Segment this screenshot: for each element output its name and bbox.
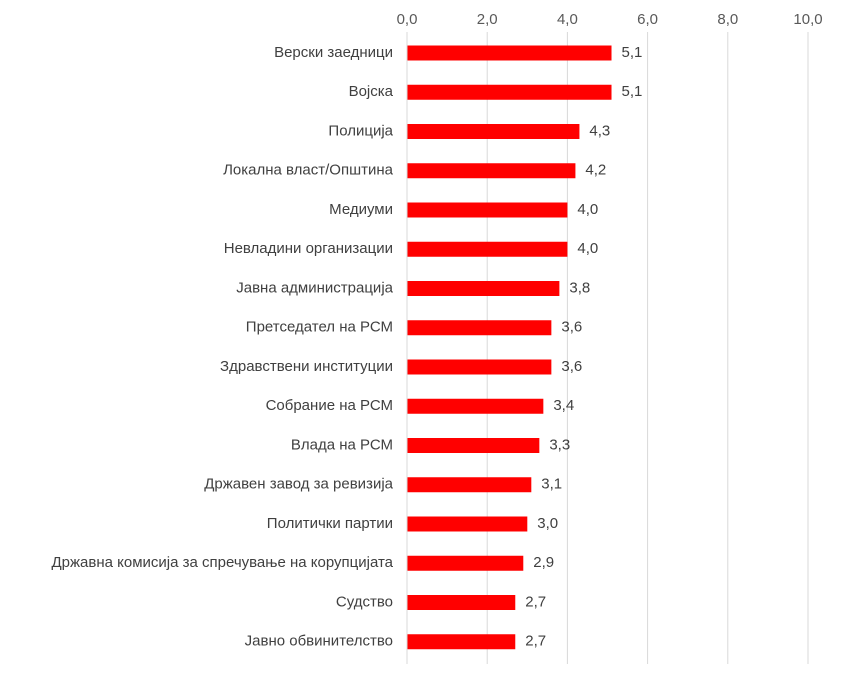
bar	[407, 202, 568, 218]
data-label: 4,3	[589, 122, 610, 139]
x-tick-label: 8,0	[717, 11, 738, 28]
bar	[407, 477, 532, 493]
data-label: 3,8	[569, 279, 590, 296]
x-tick-label: 2,0	[477, 11, 498, 28]
category-label: Државна комисија за спречување на корупц…	[52, 554, 394, 571]
bar	[407, 634, 516, 650]
category-label: Државен завод за ревизија	[204, 476, 393, 493]
bar	[407, 516, 528, 532]
bar	[407, 281, 560, 296]
category-label: Верски заедници	[274, 44, 393, 61]
data-label: 5,1	[622, 44, 643, 61]
data-label: 2,9	[533, 554, 554, 571]
data-label: 5,1	[622, 83, 643, 100]
data-label: 3,6	[561, 319, 582, 336]
category-label: Локална власт/Општина	[223, 162, 394, 179]
bar	[407, 320, 552, 336]
bar	[407, 398, 544, 414]
bar	[407, 45, 612, 61]
x-tick-label: 6,0	[637, 11, 658, 28]
bar	[407, 124, 580, 139]
category-label: Политички партии	[267, 515, 393, 532]
x-tick-label: 10,0	[793, 11, 822, 28]
category-label: Полиција	[328, 122, 393, 139]
category-label: Војска	[349, 83, 394, 100]
category-label: Влада на РСМ	[291, 436, 393, 453]
category-label: Претседател на РСМ	[246, 319, 393, 336]
data-label: 4,0	[577, 201, 598, 218]
data-label: 3,0	[537, 515, 558, 532]
data-label: 3,1	[541, 476, 562, 493]
category-label: Здравствени институции	[220, 358, 393, 375]
bar	[407, 438, 540, 453]
data-label: 3,3	[549, 436, 570, 453]
category-label: Медиуми	[329, 201, 393, 218]
category-labels: Верски заедници Војска Полиција Локална вла…	[52, 44, 394, 650]
bar	[407, 241, 568, 257]
data-label: 3,4	[553, 397, 574, 414]
category-label: Невладини организации	[224, 240, 393, 257]
data-labels: 5,1 5,1 4,3 4,2 4,0 4,0 3,8 3,6 3,6 3,4 3,3 3,1 3,0 2…	[525, 44, 642, 650]
x-axis-tick-labels: 0,0 2,0 4,0 6,0 8,0 10,0	[397, 11, 823, 28]
x-tick-label: 4,0	[557, 11, 578, 28]
bar	[407, 84, 612, 100]
bar	[407, 555, 524, 571]
category-label: Собрание на РСМ	[266, 397, 393, 414]
data-label: 4,2	[585, 162, 606, 179]
data-label: 4,0	[577, 240, 598, 257]
data-label: 2,7	[525, 633, 546, 650]
bar	[407, 359, 552, 375]
category-label: Јавна администрација	[236, 279, 393, 296]
data-label: 2,7	[525, 593, 546, 610]
x-tick-label: 0,0	[397, 11, 418, 28]
bar	[407, 595, 516, 610]
category-label: Јавно обвинителство	[245, 633, 393, 650]
bars	[407, 45, 612, 650]
category-label: Судство	[336, 593, 393, 610]
data-label: 3,6	[561, 358, 582, 375]
bar	[407, 163, 576, 179]
